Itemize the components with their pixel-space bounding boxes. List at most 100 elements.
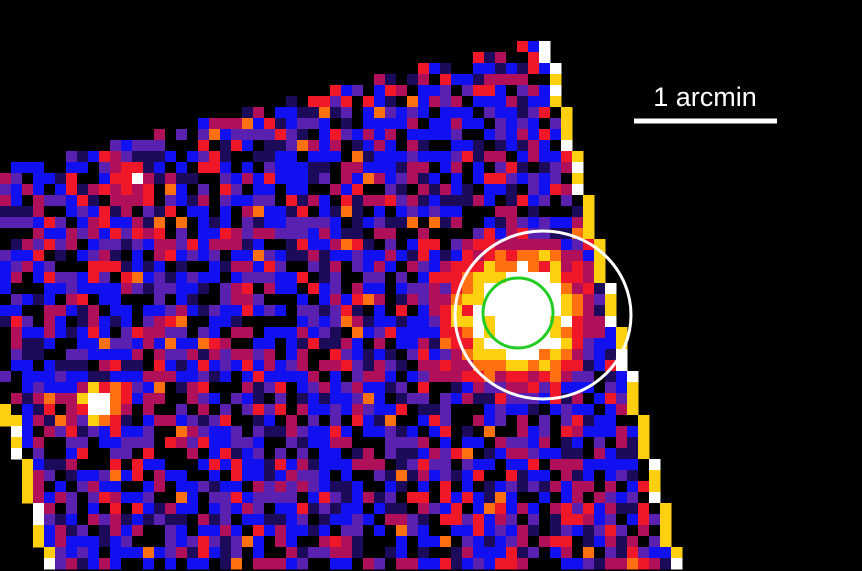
pixel (396, 228, 408, 240)
pixel (275, 459, 287, 471)
pixel (616, 492, 628, 504)
pixel (198, 173, 210, 185)
pixel (374, 173, 386, 185)
pixel (374, 118, 386, 130)
pixel (627, 437, 639, 449)
pixel (528, 349, 540, 361)
pixel (374, 195, 386, 207)
pixel (583, 404, 595, 416)
pixel (44, 206, 56, 218)
pixel (308, 404, 320, 416)
pixel (374, 305, 386, 317)
pixel (231, 558, 243, 570)
pixel (363, 129, 375, 141)
pixel (264, 206, 276, 218)
pixel (308, 536, 320, 548)
pixel (275, 250, 287, 262)
pixel (484, 74, 496, 86)
pixel (495, 536, 507, 548)
pixel (198, 470, 210, 482)
pixel (55, 261, 67, 273)
pixel (264, 162, 276, 174)
pixel (385, 129, 397, 141)
pixel (165, 316, 177, 328)
pixel (253, 151, 265, 163)
pixel (506, 470, 518, 482)
pixel (517, 173, 529, 185)
pixel (253, 382, 265, 394)
pixel (286, 118, 298, 130)
pixel (143, 261, 155, 273)
pixel (539, 536, 551, 548)
pixel (363, 283, 375, 295)
pixel (473, 503, 485, 515)
pixel (88, 283, 100, 295)
pixel (451, 228, 463, 240)
pixel (352, 184, 364, 196)
pixel (517, 96, 529, 108)
pixel (275, 393, 287, 405)
pixel (363, 393, 375, 405)
pixel (341, 162, 353, 174)
pixel (220, 217, 232, 229)
pixel (407, 294, 419, 306)
pixel (341, 239, 353, 251)
pixel (374, 492, 386, 504)
pixel (495, 437, 507, 449)
pixel (55, 371, 67, 383)
pixel (275, 371, 287, 383)
pixel (396, 184, 408, 196)
pixel (407, 228, 419, 240)
pixel (0, 393, 12, 405)
pixel (374, 283, 386, 295)
pixel (550, 448, 562, 460)
pixel (363, 327, 375, 339)
pixel (187, 129, 199, 141)
pixel (209, 492, 221, 504)
pixel (396, 426, 408, 438)
pixel (539, 129, 551, 141)
pixel (308, 151, 320, 163)
pixel (99, 272, 111, 284)
pixel (594, 448, 606, 460)
pixel (517, 459, 529, 471)
pixel (88, 448, 100, 460)
pixel (198, 503, 210, 515)
pixel (242, 217, 254, 229)
pixel (253, 404, 265, 416)
pixel (583, 206, 595, 218)
pixel (77, 558, 89, 570)
pixel (660, 558, 672, 570)
pixel (319, 217, 331, 229)
pixel (638, 437, 650, 449)
pixel (319, 514, 331, 526)
pixel (539, 415, 551, 427)
pixel (429, 283, 441, 295)
pixel (451, 85, 463, 97)
pixel (319, 360, 331, 372)
pixel (506, 151, 518, 163)
pixel (330, 250, 342, 262)
pixel (462, 327, 474, 339)
pixel (220, 437, 232, 449)
pixel (253, 118, 265, 130)
pixel (440, 338, 452, 350)
pixel (286, 206, 298, 218)
pixel (440, 228, 452, 240)
pixel (253, 261, 265, 273)
pixel (495, 415, 507, 427)
pixel (99, 360, 111, 372)
pixel (429, 272, 441, 284)
pixel (418, 426, 430, 438)
pixel (55, 536, 67, 548)
pixel (187, 250, 199, 262)
pixel (275, 525, 287, 537)
pixel (187, 162, 199, 174)
pixel (297, 382, 309, 394)
pixel (66, 415, 78, 427)
pixel (385, 536, 397, 548)
pixel (484, 415, 496, 427)
pixel (330, 503, 342, 515)
pixel (352, 525, 364, 537)
pixel (198, 140, 210, 152)
